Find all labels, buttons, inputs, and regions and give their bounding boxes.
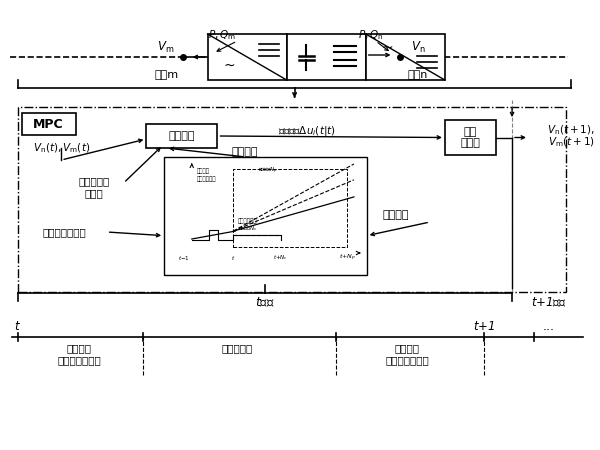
Text: ~: ~ xyxy=(382,41,394,55)
Bar xyxy=(208,34,287,80)
Text: $V_{\mathrm{m}}$: $V_{\mathrm{m}}$ xyxy=(157,40,175,54)
Text: 预测地域$N_p$: 预测地域$N_p$ xyxy=(258,166,277,176)
Text: 电压与损耗
预测值: 电压与损耗 预测值 xyxy=(78,176,110,198)
Text: 下达指令
并修正预测模型: 下达指令 并修正预测模型 xyxy=(385,343,429,365)
Text: 生成新指令: 生成新指令 xyxy=(221,343,253,353)
Text: 检测电压
并修正预测模型: 检测电压 并修正预测模型 xyxy=(57,343,101,365)
Text: 修正指令$\Delta u_i(t|t)$: 修正指令$\Delta u_i(t|t)$ xyxy=(278,124,335,138)
Text: 长时间尺度建立: 长时间尺度建立 xyxy=(43,227,86,237)
Text: 滚动优化: 滚动优化 xyxy=(169,131,195,141)
Bar xyxy=(233,169,347,247)
Text: $t$: $t$ xyxy=(231,254,235,262)
Text: 反馈校正: 反馈校正 xyxy=(382,210,409,220)
Text: $t{-}1$: $t{-}1$ xyxy=(178,254,190,262)
Bar xyxy=(22,113,76,135)
Text: 节点n: 节点n xyxy=(408,70,428,80)
Text: $t$+1周期: $t$+1周期 xyxy=(531,297,566,310)
Bar xyxy=(445,120,496,155)
Text: $t{+}N_c$: $t{+}N_c$ xyxy=(273,253,288,262)
Text: $t$+1: $t$+1 xyxy=(473,320,496,333)
Bar xyxy=(366,34,445,80)
Text: ~: ~ xyxy=(224,59,235,73)
Bar xyxy=(146,124,217,148)
Text: MPC: MPC xyxy=(33,117,64,130)
Bar xyxy=(18,107,566,292)
Text: $t$周期: $t$周期 xyxy=(255,297,275,310)
Text: $V_{\mathrm{n}}$: $V_{\mathrm{n}}$ xyxy=(411,40,425,54)
Text: 预测模型: 预测模型 xyxy=(232,147,259,157)
Text: $V_{\mathrm{m}}(t+1)$: $V_{\mathrm{m}}(t+1)$ xyxy=(548,135,595,149)
Text: 模型预测量值: 模型预测量值 xyxy=(197,176,216,182)
Text: 模型预测输入: 模型预测输入 xyxy=(238,218,258,224)
Text: 功率
控制器: 功率 控制器 xyxy=(461,127,481,148)
Bar xyxy=(287,34,366,80)
Text: 节点m: 节点m xyxy=(154,70,178,80)
Text: $P,Q_{\mathrm{m}}$: $P,Q_{\mathrm{m}}$ xyxy=(208,28,236,42)
Text: $t{+}N_p$: $t{+}N_p$ xyxy=(338,253,355,263)
Text: $V_{\mathrm{n}}(t),V_{\mathrm{m}}(t)$: $V_{\mathrm{n}}(t),V_{\mathrm{m}}(t)$ xyxy=(32,141,90,155)
Text: $V_{\mathrm{n}}(t+1),$: $V_{\mathrm{n}}(t+1),$ xyxy=(547,123,595,137)
Text: ...: ... xyxy=(542,320,554,333)
Text: $t$: $t$ xyxy=(14,320,21,333)
Text: $P,Q_{\mathrm{n}}$: $P,Q_{\mathrm{n}}$ xyxy=(358,28,383,42)
Text: 控制地域$N_c$: 控制地域$N_c$ xyxy=(238,225,257,234)
Bar xyxy=(164,157,367,275)
Text: 实际量值: 实际量值 xyxy=(197,168,210,174)
